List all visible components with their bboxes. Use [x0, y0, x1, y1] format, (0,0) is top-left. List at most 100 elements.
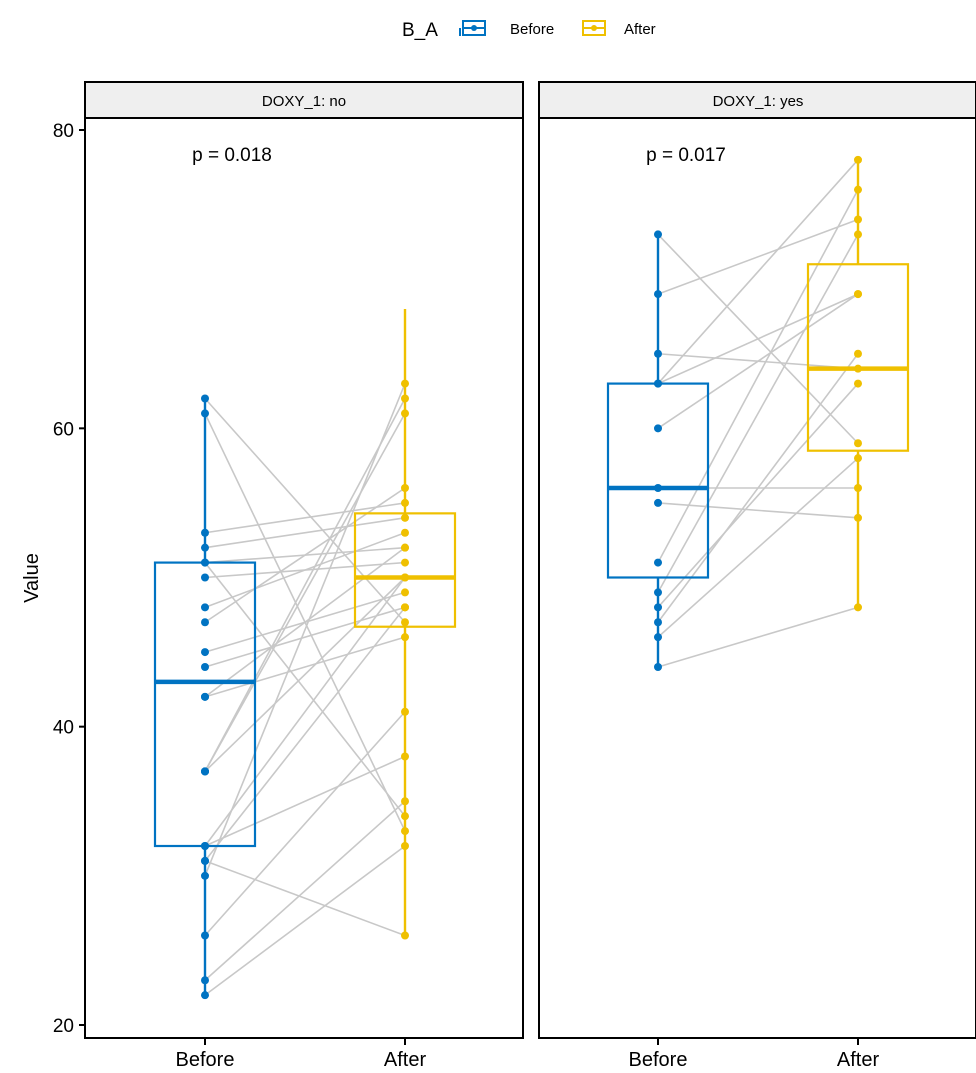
box-after	[806, 263, 910, 452]
x-tick-label-before: Before	[176, 1049, 235, 1071]
legend-label-after: After	[624, 21, 656, 38]
point-after	[854, 379, 862, 388]
pair-line	[204, 487, 406, 623]
point-before	[201, 573, 209, 582]
point-after	[401, 827, 409, 836]
point-after	[401, 842, 409, 850]
point-before	[201, 648, 209, 657]
point-after	[854, 349, 862, 358]
pair-line	[204, 606, 406, 862]
pair-line	[204, 383, 406, 877]
pair-line	[204, 636, 406, 698]
point-before	[201, 394, 209, 403]
pair-line	[657, 234, 859, 593]
pair-line	[204, 845, 406, 996]
point-before	[201, 409, 209, 418]
point-before	[201, 991, 209, 1000]
pair-line	[204, 711, 406, 937]
x-tick-label-before: Before	[629, 1049, 688, 1071]
point-after	[401, 558, 409, 567]
point-before	[201, 931, 209, 940]
pair-line	[204, 860, 406, 937]
point-before	[201, 618, 209, 627]
point-after	[854, 513, 862, 522]
legend-label-before: Before	[510, 21, 554, 38]
y-tick-label: 40	[53, 718, 74, 739]
point-after	[854, 230, 862, 239]
point-after	[401, 543, 409, 552]
panel-doxy-yes: DOXY_1: yes p = 0.017 Before After	[538, 81, 976, 1071]
y-tick-label: 60	[53, 419, 74, 440]
point-before	[201, 767, 209, 776]
pair-line	[657, 606, 859, 668]
pair-line	[204, 576, 406, 772]
pair-line	[204, 502, 406, 534]
pair-line	[204, 562, 406, 817]
point-before	[201, 543, 209, 552]
panel-doxy-no: DOXY_1: no p = 0.018 Before After	[84, 81, 524, 1071]
strip-label: DOXY_1: yes	[713, 93, 804, 110]
pair-line	[657, 159, 859, 385]
point-before	[201, 856, 209, 865]
pair-line	[657, 293, 859, 385]
point-before	[201, 842, 209, 850]
point-before	[201, 603, 209, 612]
panel-border	[84, 117, 524, 1039]
point-after	[401, 573, 409, 582]
pair-line	[657, 293, 859, 429]
point-before	[201, 976, 209, 985]
point-after	[401, 484, 409, 492]
x-tick-label-after: After	[384, 1049, 427, 1071]
point-after	[401, 633, 409, 642]
point-after	[854, 484, 862, 492]
point-after	[854, 155, 862, 164]
pair-line	[204, 532, 406, 609]
legend-key-after	[582, 20, 606, 36]
point-after	[401, 498, 409, 507]
point-before	[201, 663, 209, 671]
point-after	[401, 603, 409, 612]
point-before	[654, 349, 662, 358]
point-after	[401, 528, 409, 537]
point-before	[654, 498, 662, 507]
point-after	[854, 290, 862, 299]
pair-line	[204, 800, 406, 981]
pair-line	[204, 517, 406, 549]
box-before	[606, 382, 710, 579]
pair-line	[204, 606, 406, 668]
point-after	[854, 603, 862, 612]
point-before	[201, 558, 209, 567]
point-before	[201, 692, 209, 701]
panel-border	[538, 117, 976, 1039]
pair-line	[204, 398, 406, 772]
legend-title: B_A	[402, 20, 438, 41]
point-after	[401, 379, 409, 388]
p-value-label: p = 0.017	[646, 145, 726, 166]
pair-line	[657, 218, 859, 295]
point-after	[854, 185, 862, 194]
point-before	[654, 663, 662, 671]
y-tick-label: 80	[53, 121, 74, 142]
point-after	[401, 394, 409, 403]
point-before	[201, 871, 209, 880]
point-before	[654, 484, 662, 492]
point-after	[401, 513, 409, 522]
pair-line	[204, 755, 406, 847]
point-after	[854, 215, 862, 224]
point-after	[854, 454, 862, 463]
point-before	[654, 379, 662, 388]
point-after	[401, 752, 409, 761]
panel-plot-area	[153, 309, 457, 1000]
box-after	[353, 512, 457, 628]
point-before	[654, 424, 662, 433]
pair-line	[204, 397, 406, 623]
panel-plot-area	[606, 155, 910, 671]
pair-line	[657, 189, 859, 563]
point-after	[401, 812, 409, 821]
point-after	[854, 364, 862, 373]
point-after	[401, 707, 409, 716]
point-before	[654, 603, 662, 612]
p-value-label: p = 0.018	[192, 145, 272, 166]
point-before	[654, 633, 662, 642]
